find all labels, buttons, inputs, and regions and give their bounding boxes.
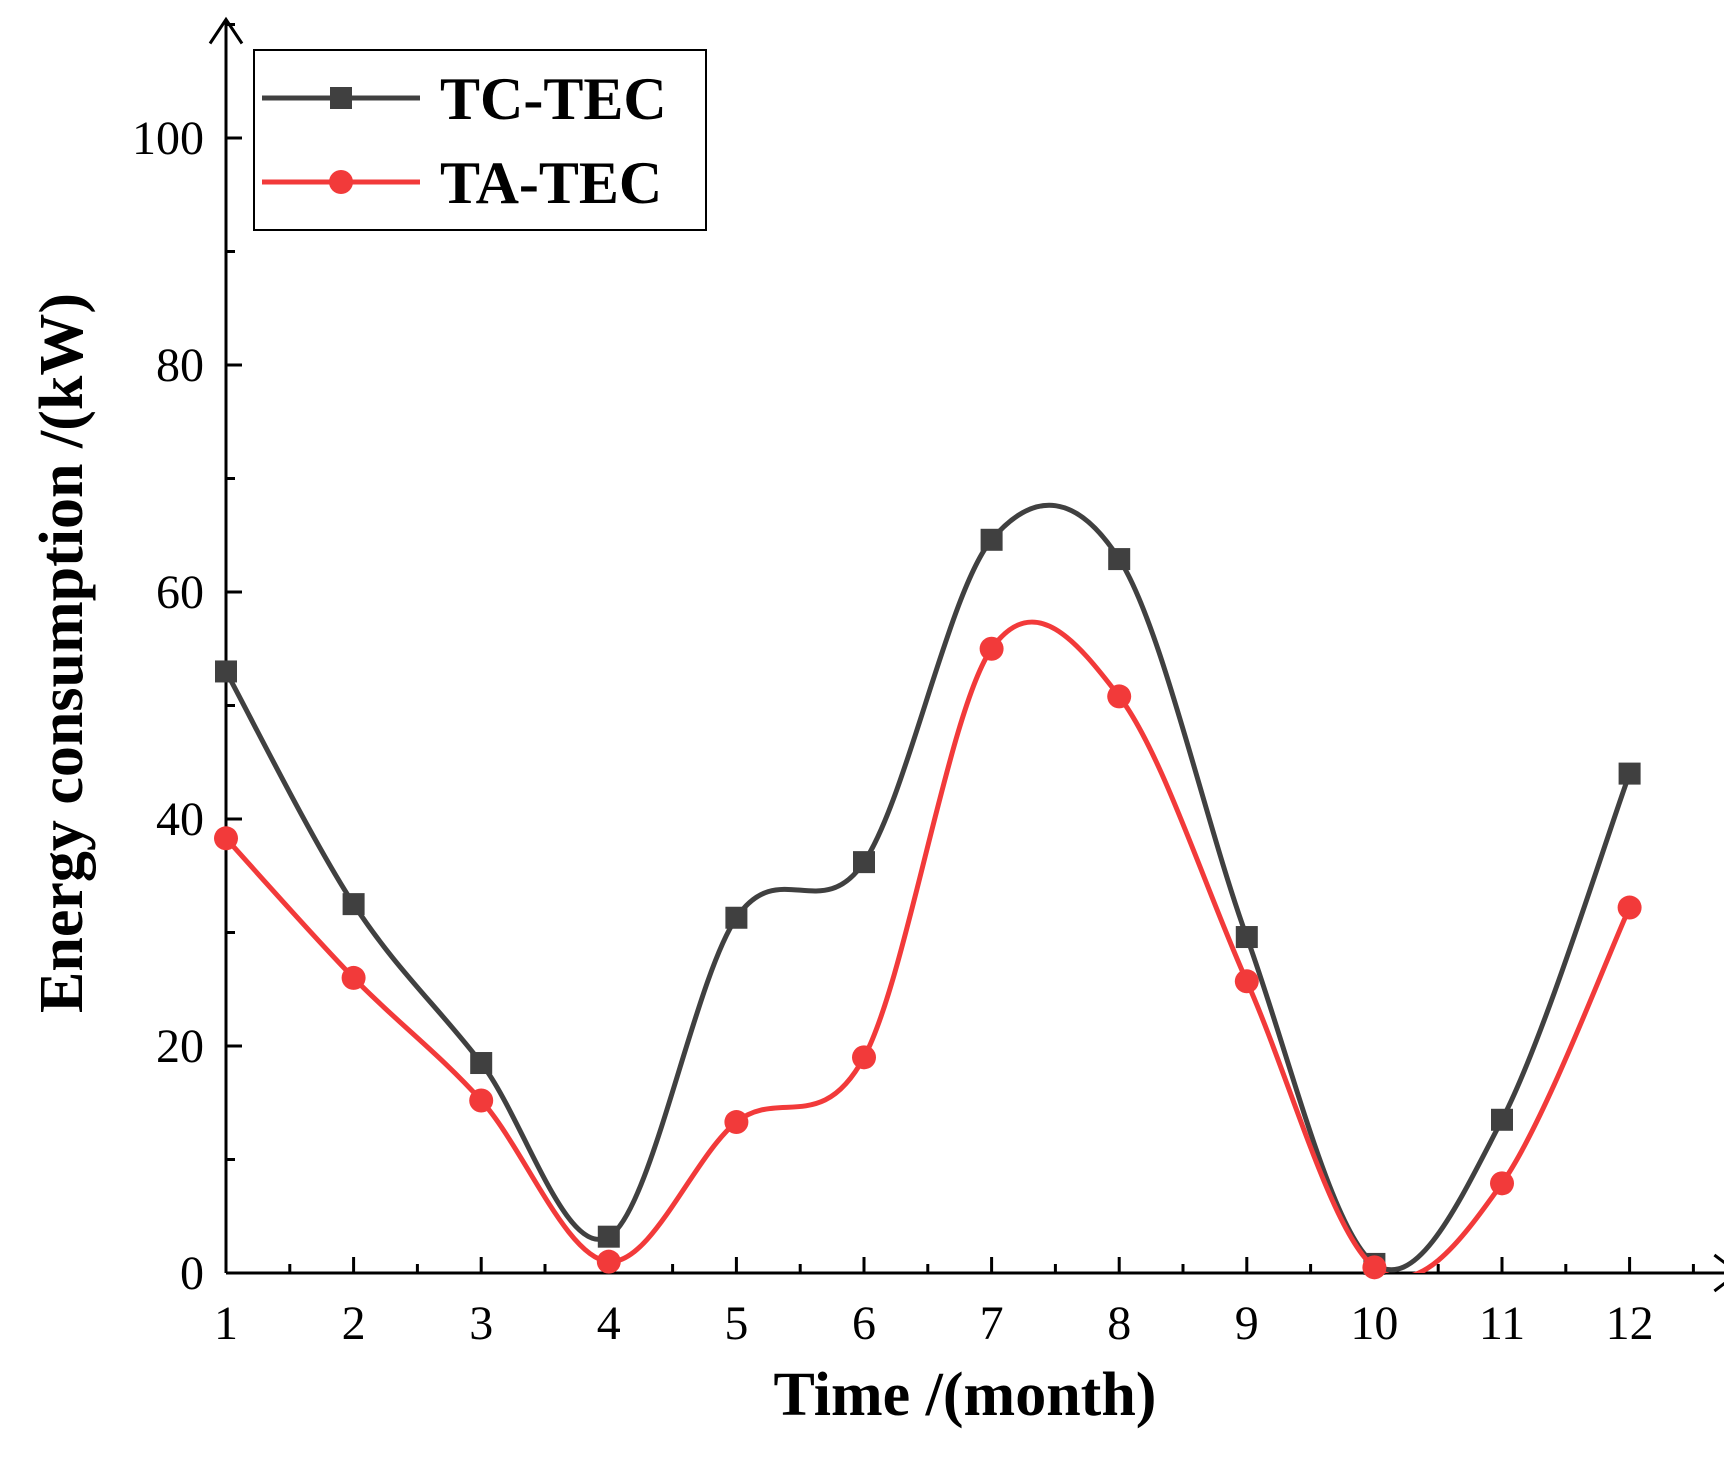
y-axis-title: Energy consumption /(kW): [28, 293, 96, 1013]
data-point-ta-tec: [724, 1110, 749, 1135]
x-tick-label: 12: [1606, 1297, 1654, 1350]
data-point-tc-tec: [725, 906, 748, 929]
data-point-ta-tec: [1490, 1171, 1514, 1196]
data-point-tc-tec: [853, 851, 875, 874]
data-point-ta-tec: [1362, 1255, 1387, 1280]
data-point-ta-tec: [852, 1045, 876, 1070]
y-axis-arrow: [208, 16, 244, 45]
x-tick-label: 7: [980, 1297, 1004, 1350]
x-tick-label: 11: [1479, 1297, 1525, 1350]
series-ta-tec: [214, 619, 1642, 1280]
data-point-tc-tec: [597, 1225, 620, 1248]
data-point-ta-tec: [979, 636, 1004, 661]
y-tick-label: 0: [180, 1247, 204, 1300]
y-tick-label: 20: [156, 1020, 204, 1073]
x-tick-label: 9: [1235, 1297, 1259, 1350]
data-point-ta-tec: [1107, 684, 1132, 709]
series-layer: [214, 502, 1642, 1280]
series-tc-tec: [215, 502, 1641, 1275]
data-point-ta-tec: [596, 1249, 621, 1274]
data-point-ta-tec: [1234, 969, 1259, 994]
x-tick-label: 4: [597, 1297, 621, 1350]
y-tick-label: 60: [156, 566, 204, 619]
y-tick-label: 40: [156, 793, 204, 846]
legend-marker-tc-tec: [330, 87, 352, 109]
y-tick-label: 80: [156, 339, 204, 392]
y-tick-label: 100: [132, 112, 204, 165]
x-axis-arrow: [1713, 1253, 1724, 1293]
legend-marker-ta-tec: [329, 170, 353, 194]
data-point-tc-tec: [215, 660, 237, 683]
series-line-tc-tec: [223, 502, 1632, 1273]
data-point-tc-tec: [980, 528, 1003, 551]
legend: TC-TEC TA-TEC: [253, 49, 707, 231]
data-point-ta-tec: [469, 1088, 494, 1113]
data-point-tc-tec: [470, 1052, 493, 1075]
legend-box: [253, 49, 707, 231]
x-axis-title: Time /(month): [774, 1361, 1157, 1429]
data-point-ta-tec: [214, 826, 238, 851]
data-point-tc-tec: [342, 893, 365, 916]
legend-label-tc-tec: TC-TEC: [440, 66, 667, 132]
x-tick-label: 2: [342, 1297, 366, 1350]
data-point-tc-tec: [1618, 762, 1641, 785]
data-point-ta-tec: [1617, 895, 1642, 920]
x-tick-label: 1: [214, 1297, 238, 1350]
x-tick-label: 6: [852, 1297, 876, 1350]
x-tick-label: 10: [1350, 1297, 1398, 1350]
series-line-ta-tec: [224, 619, 1632, 1273]
data-point-tc-tec: [1235, 926, 1258, 949]
x-tick-label: 8: [1107, 1297, 1131, 1350]
data-point-tc-tec: [1108, 548, 1131, 571]
legend-label-ta-tec: TA-TEC: [440, 150, 662, 216]
x-tick-label: 3: [469, 1297, 493, 1350]
data-point-ta-tec: [341, 965, 366, 990]
data-point-tc-tec: [1491, 1108, 1513, 1131]
x-tick-label: 5: [724, 1297, 748, 1350]
